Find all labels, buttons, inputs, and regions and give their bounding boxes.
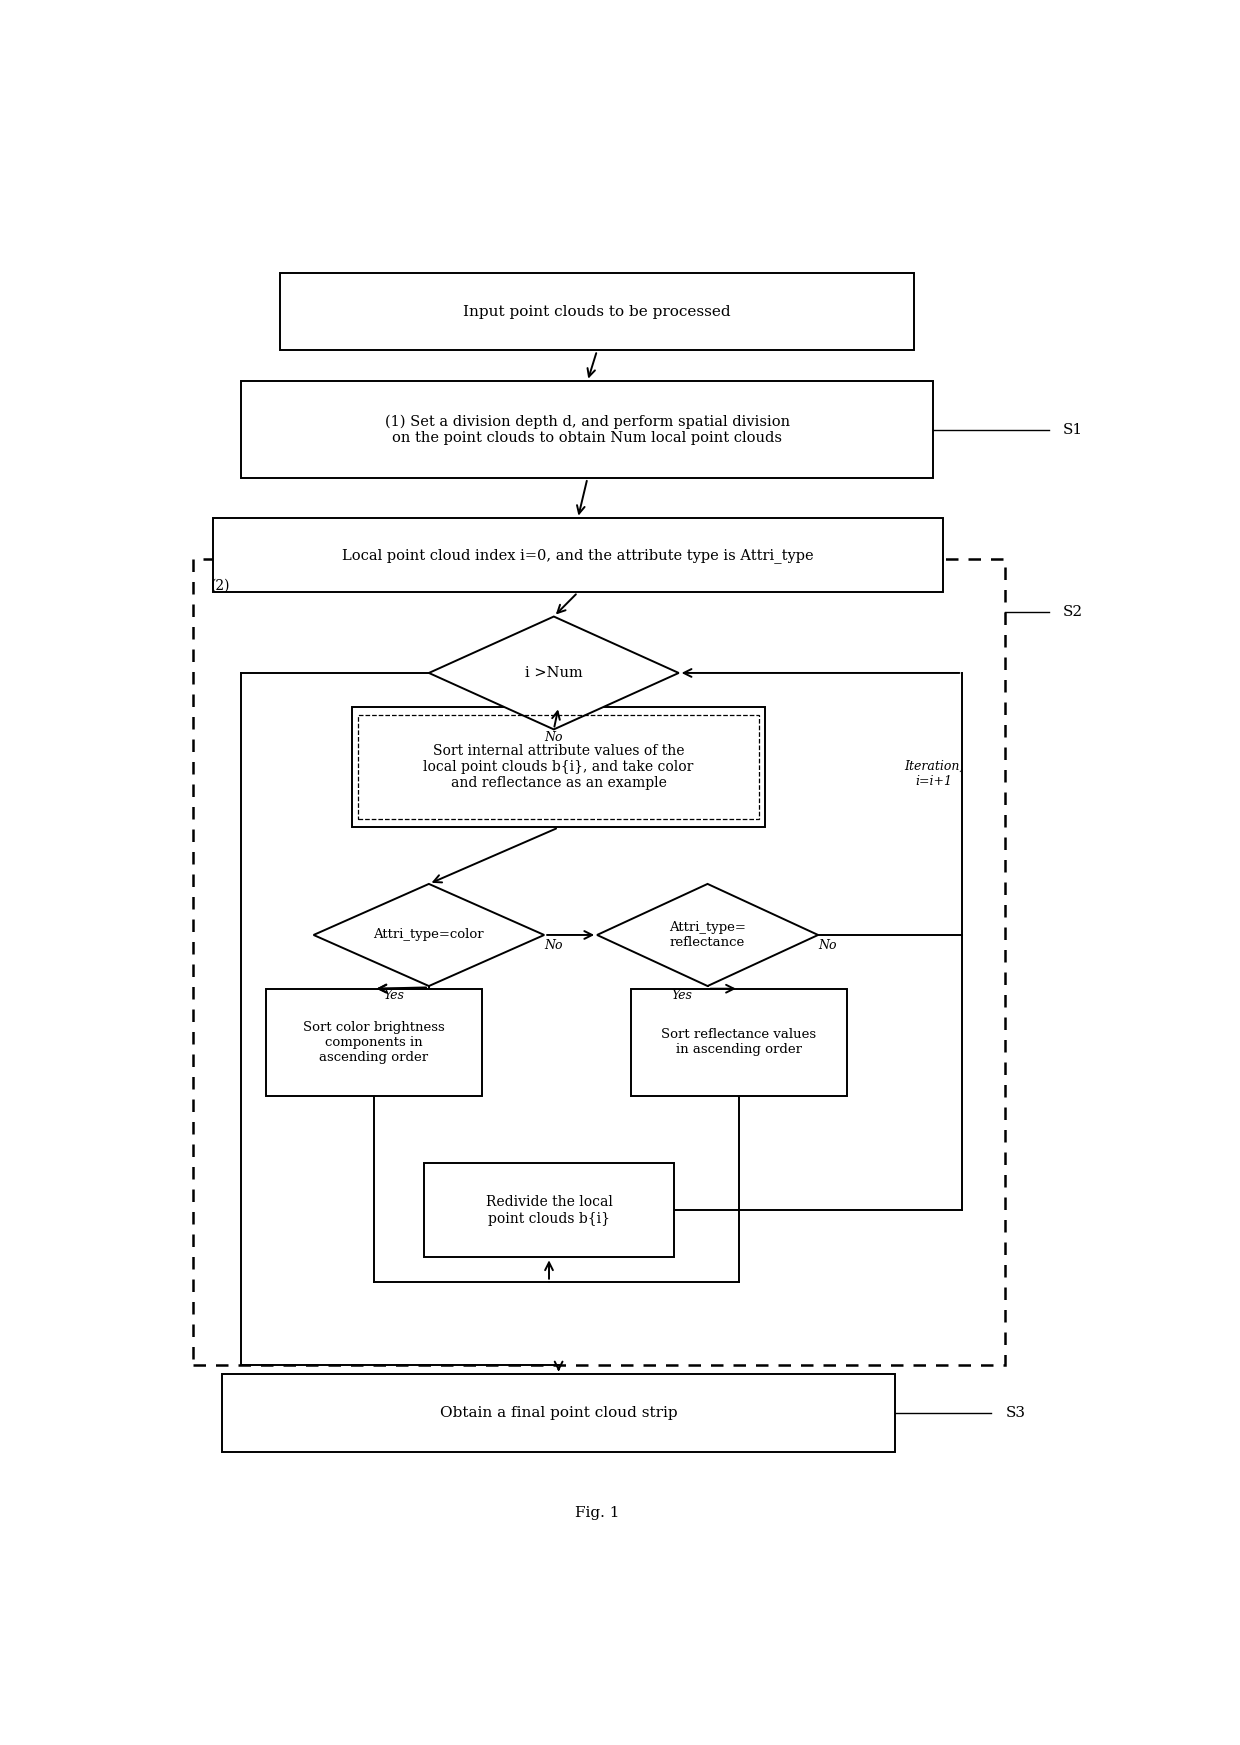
FancyBboxPatch shape xyxy=(242,382,934,478)
Polygon shape xyxy=(314,885,544,986)
FancyBboxPatch shape xyxy=(222,1375,895,1452)
FancyBboxPatch shape xyxy=(213,518,944,592)
FancyBboxPatch shape xyxy=(631,989,847,1096)
Text: Iteration,
i=i+1: Iteration, i=i+1 xyxy=(904,759,963,787)
Text: S2: S2 xyxy=(1063,606,1084,619)
Text: Sort color brightness
components in
ascending order: Sort color brightness components in asce… xyxy=(303,1021,444,1064)
FancyBboxPatch shape xyxy=(424,1164,675,1258)
Text: Attri_type=color: Attri_type=color xyxy=(373,928,484,942)
Text: Input point clouds to be processed: Input point clouds to be processed xyxy=(464,305,730,319)
FancyBboxPatch shape xyxy=(265,989,481,1096)
Text: Obtain a final point cloud strip: Obtain a final point cloud strip xyxy=(440,1406,677,1420)
Text: No: No xyxy=(544,731,563,743)
Text: Sort internal attribute values of the
local point clouds b{i}, and take color
an: Sort internal attribute values of the lo… xyxy=(423,743,694,790)
Text: (1) Set a division depth d, and perform spatial division
on the point clouds to : (1) Set a division depth d, and perform … xyxy=(384,415,790,445)
FancyBboxPatch shape xyxy=(352,707,765,827)
Text: i >Num: i >Num xyxy=(525,667,583,681)
Text: No: No xyxy=(818,939,837,953)
Text: S1: S1 xyxy=(1063,422,1084,436)
Polygon shape xyxy=(429,616,678,729)
Text: (2): (2) xyxy=(211,579,231,593)
Text: S3: S3 xyxy=(1006,1406,1025,1420)
Polygon shape xyxy=(596,885,818,986)
FancyBboxPatch shape xyxy=(280,272,914,351)
Text: Yes: Yes xyxy=(671,989,692,1002)
Text: Sort reflectance values
in ascending order: Sort reflectance values in ascending ord… xyxy=(661,1028,816,1056)
Text: Local point cloud index i=0, and the attribute type is Attri_type: Local point cloud index i=0, and the att… xyxy=(342,548,813,564)
Text: No: No xyxy=(544,939,563,953)
Text: Attri_type=
reflectance: Attri_type= reflectance xyxy=(670,921,746,949)
Text: Fig. 1: Fig. 1 xyxy=(575,1506,619,1520)
Text: Redivide the local
point clouds b{i}: Redivide the local point clouds b{i} xyxy=(486,1195,613,1225)
Text: Yes: Yes xyxy=(383,989,404,1002)
